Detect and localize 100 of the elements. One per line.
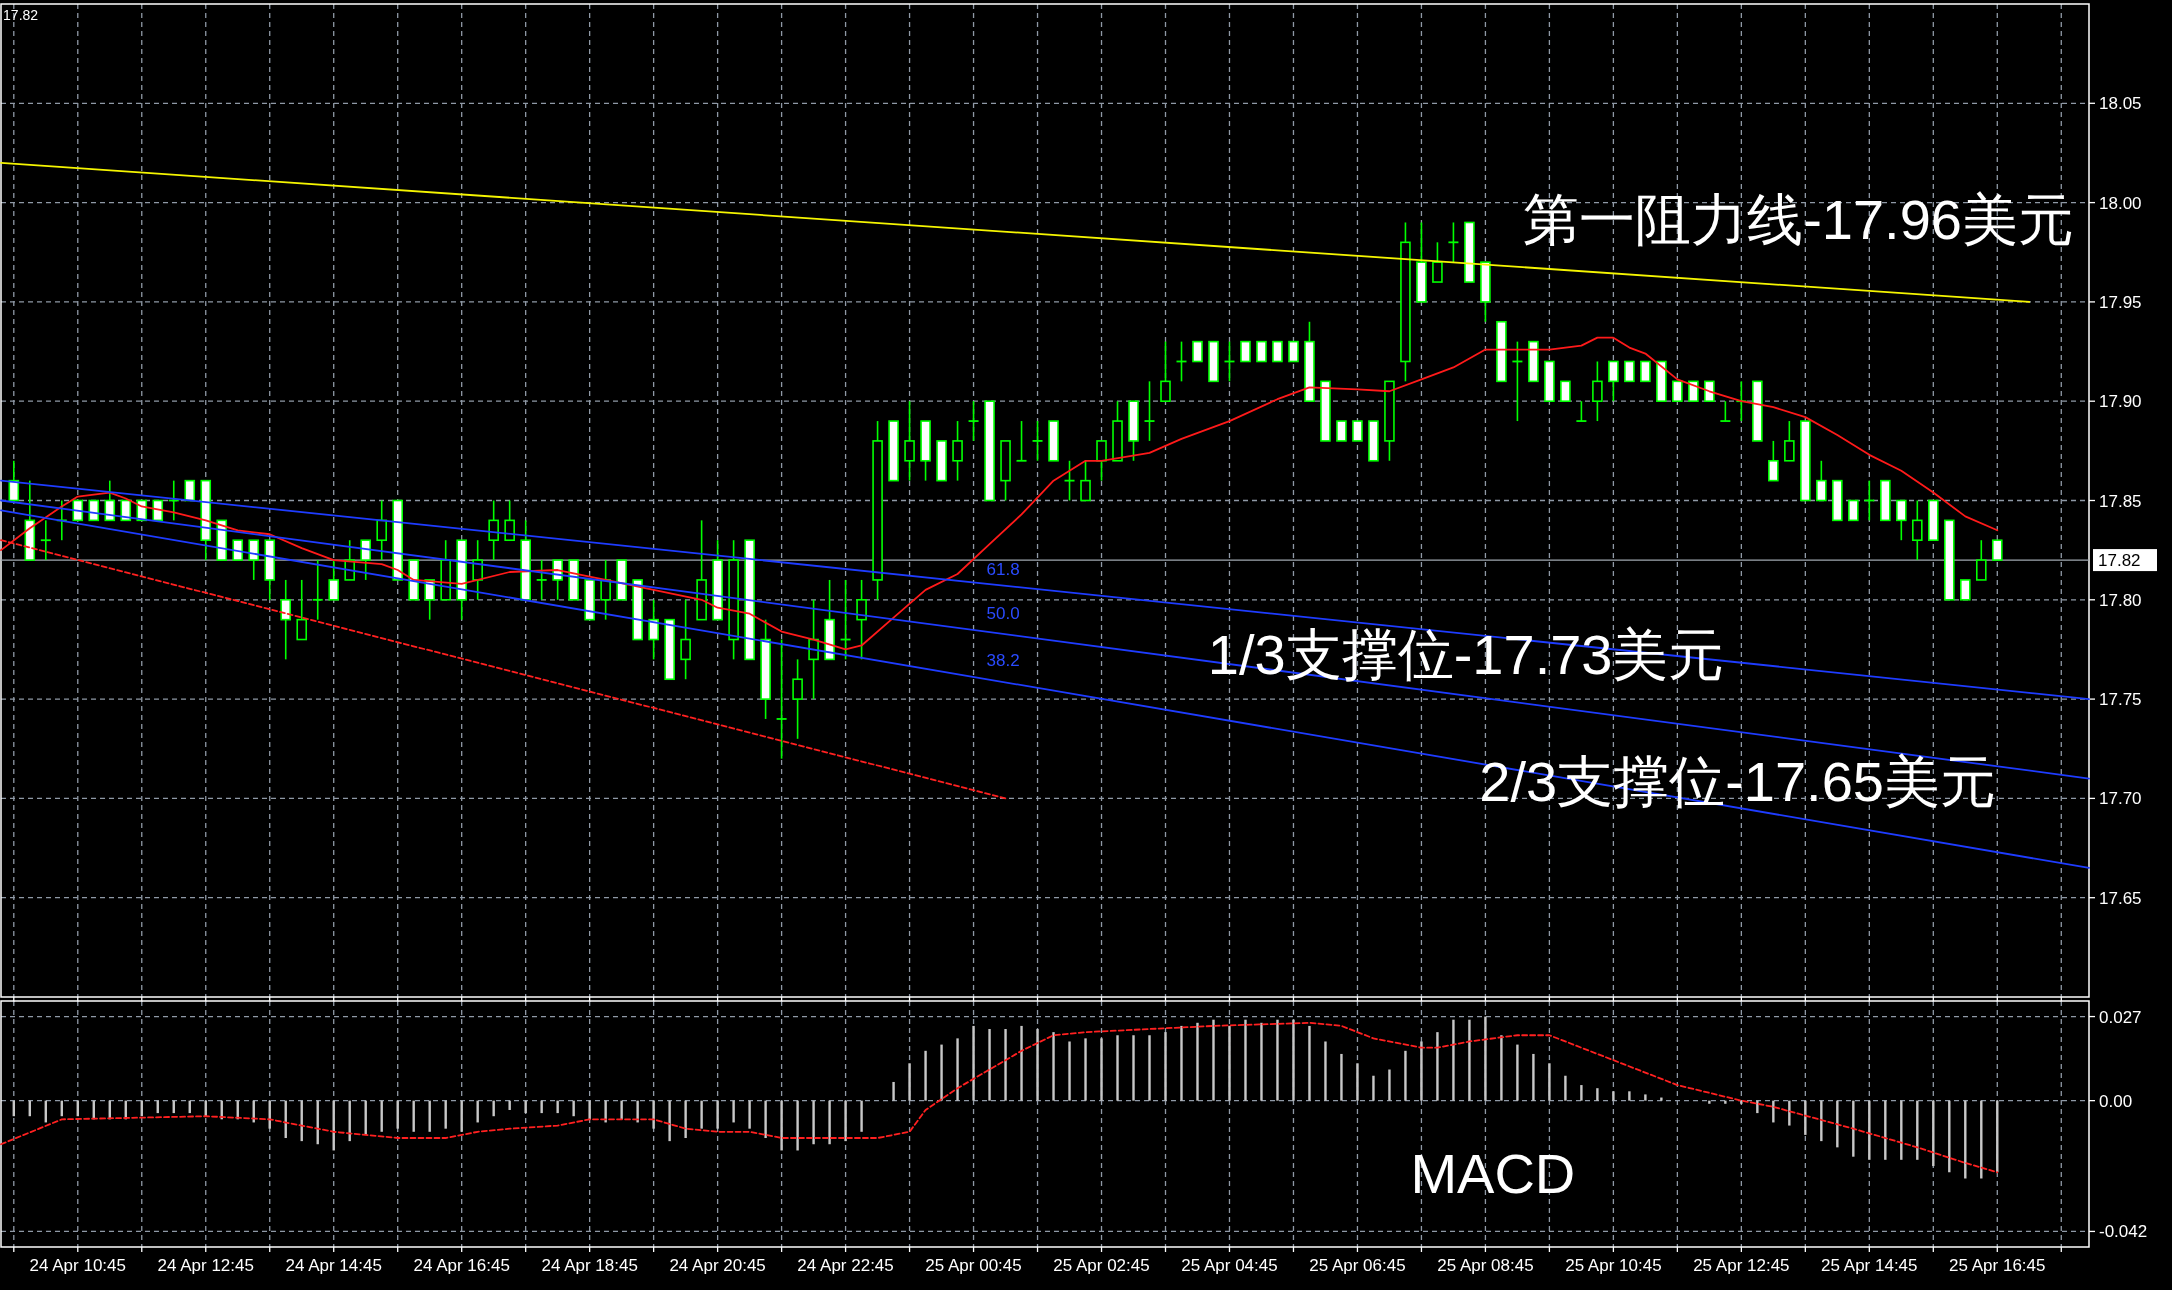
bar — [1820, 1100, 1823, 1142]
candlestick — [1608, 360, 1619, 402]
annotation: 17.82 — [3, 6, 39, 23]
bar — [732, 1100, 735, 1123]
bar — [1564, 1075, 1567, 1101]
bar — [1724, 1100, 1727, 1104]
x-tick-label: 24 Apr 18:45 — [541, 1256, 638, 1275]
bar — [764, 1100, 767, 1139]
y-tick-label: 17.70 — [2099, 789, 2142, 809]
candlestick — [1160, 340, 1171, 402]
candlestick — [504, 499, 515, 542]
y-tick-label: 17.90 — [2099, 392, 2142, 412]
bar — [668, 1100, 671, 1142]
candlestick — [648, 599, 659, 661]
candlestick — [904, 400, 915, 482]
bar — [924, 1050, 927, 1101]
bar — [1660, 1097, 1663, 1101]
bar — [700, 1100, 703, 1129]
candlestick — [967, 400, 980, 442]
bar — [476, 1100, 479, 1123]
bar — [1244, 1019, 1247, 1101]
bar — [1948, 1100, 1951, 1173]
bar — [1420, 1041, 1423, 1101]
bar — [1100, 1038, 1103, 1101]
bar — [1148, 1035, 1151, 1101]
bar — [1116, 1035, 1119, 1101]
annotation: MACD — [1410, 1141, 1576, 1205]
bar — [1484, 1016, 1487, 1101]
candlestick — [88, 499, 100, 522]
x-tick-label: 24 Apr 12:45 — [157, 1256, 254, 1275]
bar — [1356, 1063, 1359, 1101]
candlestick — [1096, 440, 1107, 482]
bar — [684, 1100, 687, 1139]
bar — [796, 1100, 799, 1151]
bar — [1084, 1038, 1087, 1101]
candlestick — [1080, 459, 1091, 502]
bar — [1436, 1032, 1439, 1101]
bar — [1580, 1085, 1583, 1101]
bar — [908, 1063, 911, 1101]
candlestick — [488, 499, 499, 561]
bar — [1596, 1088, 1599, 1101]
bar — [396, 1100, 399, 1129]
bar — [412, 1100, 415, 1132]
annotation: 50.0 — [986, 604, 1020, 624]
bar — [1180, 1025, 1183, 1101]
x-tick-label: 24 Apr 14:45 — [285, 1256, 382, 1275]
candlestick — [1896, 499, 1907, 542]
bar — [1868, 1100, 1871, 1160]
bar — [508, 1100, 511, 1110]
candlestick — [1575, 400, 1588, 422]
candlestick — [792, 658, 803, 740]
bar — [1500, 1035, 1503, 1101]
bar — [1388, 1069, 1391, 1101]
bar — [1836, 1100, 1839, 1148]
bar — [1276, 1019, 1279, 1101]
bar — [988, 1029, 991, 1101]
bar — [1004, 1029, 1007, 1101]
bar — [1884, 1100, 1887, 1160]
candlestick — [1256, 340, 1267, 363]
candlestick — [8, 459, 20, 502]
x-tick-label: 25 Apr 04:45 — [1181, 1256, 1278, 1275]
candlestick — [328, 559, 340, 601]
bar — [828, 1100, 831, 1145]
bar — [1900, 1100, 1903, 1160]
candlestick — [1768, 440, 1779, 482]
bar — [1516, 1044, 1519, 1101]
y-tick-label: 18.00 — [2099, 193, 2142, 213]
x-tick-label: 25 Apr 06:45 — [1309, 1256, 1406, 1275]
bar — [716, 1100, 719, 1129]
candlestick — [360, 539, 372, 581]
candlestick — [1447, 221, 1460, 263]
candlestick — [39, 519, 52, 561]
annotation: 38.2 — [986, 650, 1020, 670]
candlestick — [1063, 459, 1076, 502]
candlestick — [1031, 420, 1044, 462]
bar — [1308, 1025, 1311, 1101]
x-tick-label: 24 Apr 10:45 — [29, 1256, 126, 1275]
candlestick — [104, 479, 116, 522]
candlestick — [775, 638, 788, 760]
bar — [1020, 1025, 1023, 1101]
bar — [556, 1100, 559, 1114]
candlestick — [1143, 380, 1156, 442]
bar — [1548, 1063, 1551, 1101]
bar — [1292, 1019, 1295, 1101]
candlestick — [1719, 400, 1732, 422]
y-tick-label: 17.75 — [2099, 690, 2142, 710]
bar — [860, 1100, 863, 1132]
bar — [1340, 1053, 1343, 1101]
bar — [1916, 1100, 1919, 1160]
bar — [460, 1100, 463, 1132]
y-tick-label: 18.05 — [2099, 94, 2142, 114]
candlestick — [248, 539, 260, 581]
bar — [1068, 1041, 1071, 1101]
bar — [1468, 1019, 1471, 1101]
y-tick-label: 17.95 — [2099, 292, 2142, 312]
bar — [620, 1100, 623, 1120]
bar — [1372, 1075, 1375, 1101]
bar — [1164, 1032, 1167, 1101]
candlestick — [296, 579, 308, 641]
candlestick — [1288, 340, 1299, 363]
